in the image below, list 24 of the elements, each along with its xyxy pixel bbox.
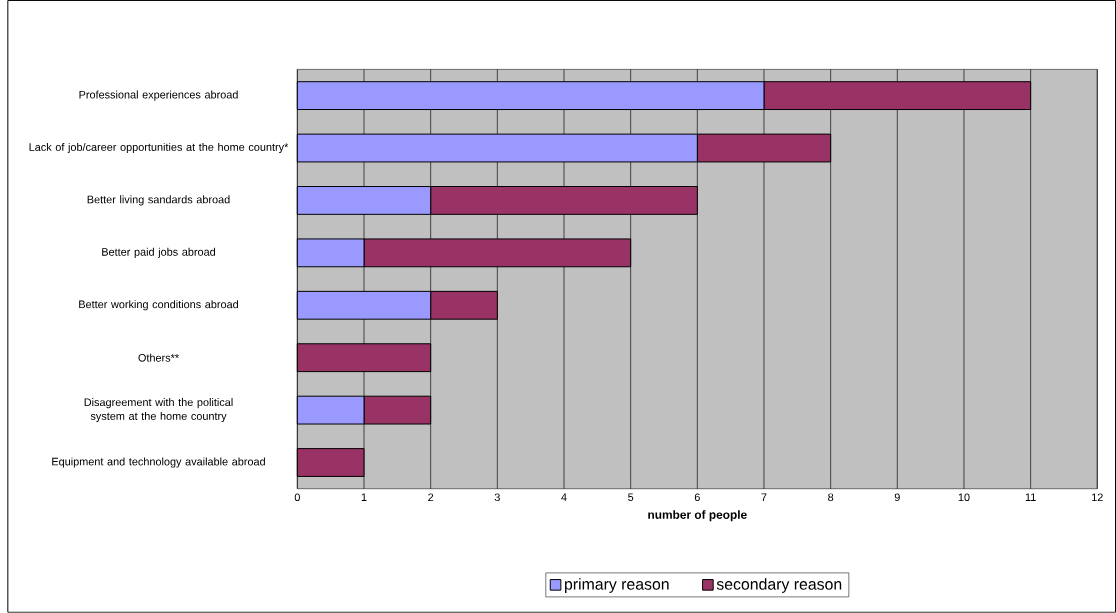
y-tick-label: Better living sandards abroad [87,195,230,206]
x-tick-label: 9 [894,493,900,502]
legend-label: secondary reason [716,578,842,594]
y-tick-label: Disagreement with the political system at the home country [84,398,233,423]
x-tick-label: 8 [828,493,834,502]
legend-label: primary reason [565,578,669,594]
x-tick-label: 10 [958,493,970,502]
y-tick-label: Others** [138,353,179,362]
y-tick-label: Equipment and technology available abroad [52,457,265,468]
x-tick-label: 4 [561,493,567,501]
y-tick-label: Better paid jobs abroad [102,247,216,259]
x-tick-label: 11 [1025,493,1036,501]
x-tick-label: 0 [294,493,300,502]
x-tick-label: 1 [361,493,367,501]
x-tick-label: 7 [761,493,767,501]
y-tick-label: Lack of job/career opportunities at the home country* [29,143,289,154]
x-tick-label: 3 [494,493,500,502]
y-tick-label: Professional experiences abroad [79,90,238,101]
x-axis-title: number of people [648,510,747,522]
x-tick-label: 12 [1092,493,1103,502]
x-tick-label: 5 [628,493,634,502]
y-tick-label: Better working conditions abroad [79,300,238,311]
x-tick-label: 2 [428,493,434,502]
x-tick-label: 6 [694,493,700,502]
